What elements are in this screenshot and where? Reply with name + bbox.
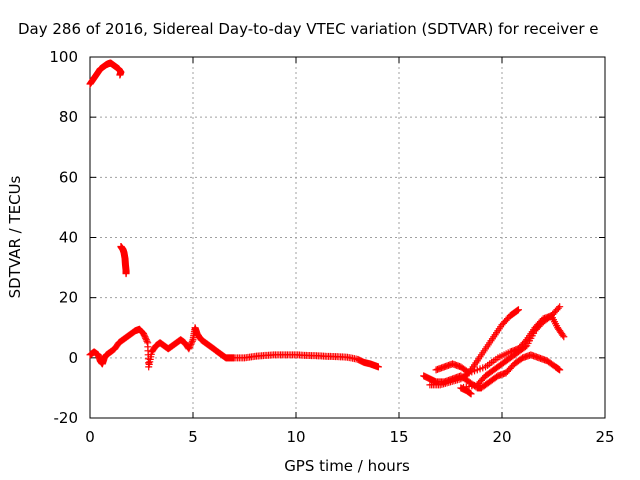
series-late-rise-1 [426,306,522,389]
plot-frame [89,56,606,419]
x-tick-label: 20 [492,428,511,446]
x-axis-ticks: 0 5 10 15 20 25 [85,57,615,446]
data-point [559,331,567,339]
data-point [142,336,150,344]
data-point [140,330,148,338]
data-point [514,306,522,314]
x-tick-label: 25 [595,428,614,446]
x-tick-label: 0 [85,428,95,446]
grid-lines [90,57,605,418]
series-late-loop [432,312,568,377]
data-point [521,337,529,345]
series-early-high [86,59,125,88]
y-tick-label: 20 [59,289,78,307]
data-point [554,304,562,312]
data-point [140,331,148,339]
y-tick-label: 100 [49,48,78,66]
data-point [141,333,149,341]
series-mid-drop [117,243,130,278]
data-point [122,270,130,278]
series-main-track [86,324,382,371]
y-tick-label: -20 [54,409,79,427]
x-tick-label: 5 [188,428,198,446]
data-point [188,337,196,345]
x-tick-label: 10 [286,428,305,446]
data-point [374,363,382,371]
data-point [186,342,194,350]
y-axis-ticks: -20 0 20 40 60 80 100 [49,48,605,427]
data-point [556,303,564,311]
y-tick-label: 0 [68,349,78,367]
data-point [556,366,564,374]
data-point [187,340,195,348]
data-point [142,334,150,342]
y-tick-label: 40 [59,229,78,247]
y-tick-label: 60 [59,168,78,186]
y-tick-label: 80 [59,108,78,126]
data-point [185,345,193,353]
x-axis-label: GPS time / hours [284,457,410,475]
x-tick-label: 15 [389,428,408,446]
data-points [86,59,568,398]
data-point [188,339,196,347]
data-point [560,333,568,341]
series-late-low [420,351,564,392]
chart-title: Day 286 of 2016, Sidereal Day-to-day VTE… [18,20,599,38]
data-point [186,343,194,351]
y-axis-label: SDTVAR / TECUs [6,175,24,298]
data-point [143,337,151,345]
data-point [116,71,124,79]
